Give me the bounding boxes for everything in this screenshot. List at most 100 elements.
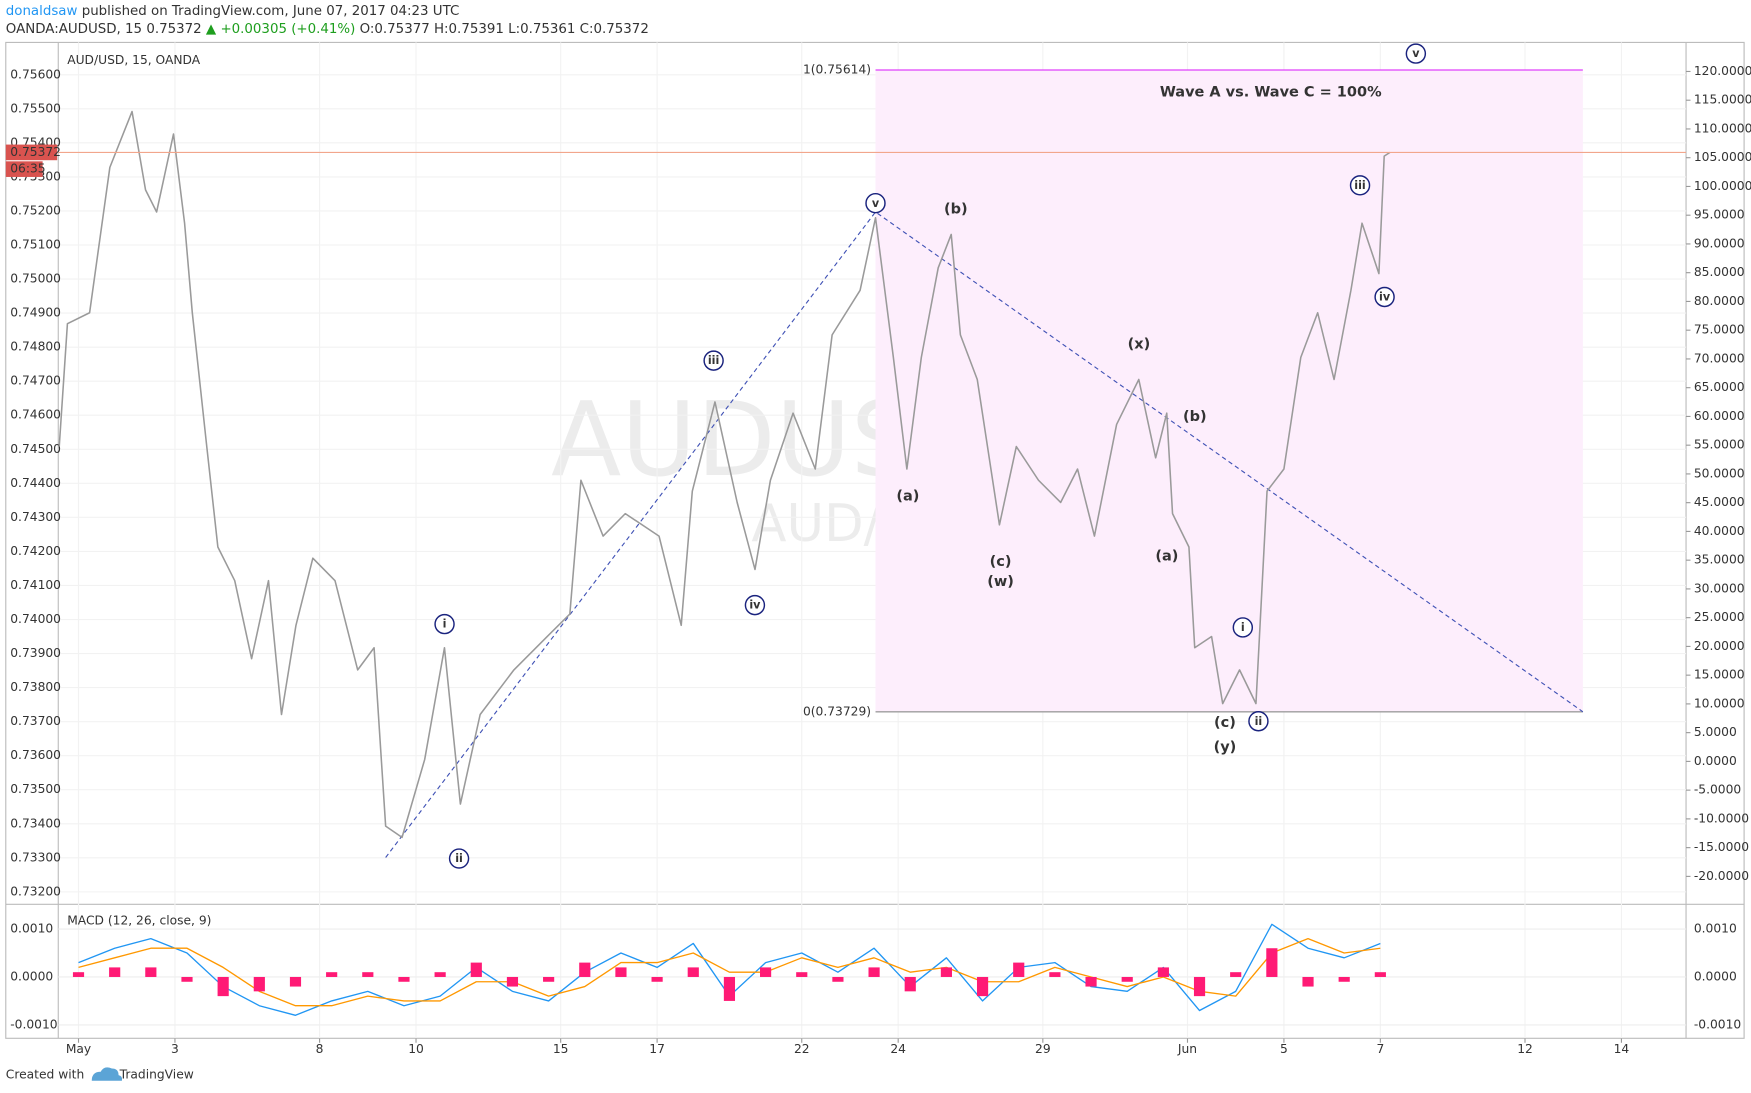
wave-label: i xyxy=(443,618,447,631)
ohlc: O:0.75377 xyxy=(360,22,430,37)
y2-tick-label: 95.0000 xyxy=(1694,208,1745,222)
author[interactable]: donaldsaw xyxy=(6,4,78,19)
wave-label: (x) xyxy=(1128,336,1151,352)
wave-label: iv xyxy=(1379,291,1391,304)
histogram-bar xyxy=(1193,976,1206,997)
y-tick-label: -0.0010 xyxy=(1694,1017,1741,1031)
y-tick-label: 0.74900 xyxy=(10,306,61,320)
wave-label: (c) xyxy=(1214,715,1236,731)
histogram-bar xyxy=(506,976,519,987)
y-tick-label: 0.0000 xyxy=(10,969,53,983)
histogram-bar xyxy=(398,976,410,982)
histogram-bar xyxy=(868,967,880,977)
countdown: 06:35 xyxy=(10,162,45,176)
wave-circle xyxy=(1405,43,1427,64)
histogram-bar xyxy=(1374,972,1386,977)
histogram-bar xyxy=(72,972,85,977)
histogram-bar xyxy=(940,967,952,977)
y-tick-label: 0.75600 xyxy=(10,67,61,81)
y-tick-label: 0.74000 xyxy=(10,612,61,626)
wave-label: (a) xyxy=(896,488,919,504)
last-price-box xyxy=(5,144,58,161)
histogram-bar xyxy=(976,976,989,997)
histogram-bar xyxy=(723,976,736,1001)
histogram-bar xyxy=(615,967,627,977)
y2-tick-label: -15.0000 xyxy=(1694,840,1749,854)
quote-line: OANDA:AUDUSD, 15 0.75372 ▲ +0.00305 (+0.… xyxy=(6,22,649,37)
countdown-box xyxy=(5,161,43,177)
histogram-bar xyxy=(543,976,555,982)
y2-tick-label: -10.0000 xyxy=(1694,811,1749,825)
ohlc: L:0.75361 xyxy=(508,22,575,37)
footer-created: Created with xyxy=(6,1068,84,1082)
change: ▲ +0.00305 (+0.41%) xyxy=(206,22,355,37)
y-tick-label: 0.74400 xyxy=(10,476,61,490)
y-tick-label: 0.73800 xyxy=(10,680,61,694)
wave-label: v xyxy=(1412,47,1420,60)
histogram-bar xyxy=(470,962,482,977)
published: published on TradingView.com, June 07, 2… xyxy=(82,4,460,19)
symbol: OANDA:AUDUSD, 15 xyxy=(6,22,142,37)
wave-label: ii xyxy=(455,852,463,865)
x-tick-label: 14 xyxy=(1614,1042,1630,1056)
histogram-bar xyxy=(434,972,446,977)
y2-tick-label: 105.0000 xyxy=(1694,150,1751,164)
last: 0.75372 xyxy=(146,22,201,37)
y-tick-label: 0.74800 xyxy=(10,340,61,354)
histogram-bar xyxy=(253,976,265,992)
y2-tick-label: 70.0000 xyxy=(1694,351,1745,365)
annotation: Wave A vs. Wave C = 100% xyxy=(1160,85,1382,101)
y2-tick-label: -20.0000 xyxy=(1694,869,1749,883)
histogram-bar xyxy=(217,976,229,997)
y-tick-label: 0.73400 xyxy=(10,816,61,830)
logo-icon xyxy=(91,1067,123,1081)
y2-tick-label: 120.0000 xyxy=(1694,64,1751,78)
y-tick-label: 0.75000 xyxy=(10,272,61,286)
y2-tick-label: 50.0000 xyxy=(1694,466,1745,480)
y-tick-label: 0.74200 xyxy=(10,544,61,558)
fib-label: 1(0.75614) xyxy=(803,63,871,77)
histogram-bar xyxy=(181,976,193,982)
x-tick-label: 15 xyxy=(553,1042,569,1056)
x-tick-label: 10 xyxy=(408,1042,424,1056)
wave-circle xyxy=(448,848,470,869)
x-tick-label: 3 xyxy=(171,1042,179,1056)
wave-circle xyxy=(1349,175,1371,196)
fib-label: 0(0.73729) xyxy=(803,704,871,718)
y-tick-label: 0.73200 xyxy=(10,884,61,898)
histogram-bar xyxy=(832,976,844,982)
y2-tick-label: 115.0000 xyxy=(1694,93,1751,107)
wave-label: iii xyxy=(1354,179,1365,192)
histogram-bar xyxy=(1013,962,1025,977)
y-tick-label: 0.73700 xyxy=(10,714,61,728)
y2-tick-label: 15.0000 xyxy=(1694,668,1745,682)
histogram-bar xyxy=(760,967,772,977)
y-tick-label: 0.74700 xyxy=(10,374,61,388)
y-tick-label: 0.74500 xyxy=(10,442,61,456)
histogram-bar xyxy=(1302,976,1314,987)
last-price-label: 0.75372 xyxy=(10,145,61,159)
y2-tick-label: 60.0000 xyxy=(1694,409,1745,423)
histogram-bar xyxy=(651,976,663,982)
x-tick-label: 24 xyxy=(890,1042,906,1056)
y2-tick-label: 20.0000 xyxy=(1694,639,1745,653)
wave-circle xyxy=(703,350,724,371)
y-tick-label: 0.0010 xyxy=(10,922,53,936)
x-tick-label: 7 xyxy=(1376,1042,1384,1056)
y-tick-label: -0.0010 xyxy=(10,1017,57,1031)
wave-label: ii xyxy=(1255,715,1263,728)
wave-label: (c) xyxy=(990,554,1012,570)
chart-title: AUD/USD, 15, OANDA xyxy=(67,53,201,67)
wave-label: (a) xyxy=(1155,549,1178,565)
footer-brand[interactable]: TradingView xyxy=(119,1068,194,1082)
y2-tick-label: 80.0000 xyxy=(1694,294,1745,308)
series-line xyxy=(58,110,1391,839)
y2-tick-label: 65.0000 xyxy=(1694,380,1745,394)
histogram-bar xyxy=(579,962,591,977)
y2-tick-label: 30.0000 xyxy=(1694,581,1745,595)
y-tick-label: 0.0010 xyxy=(1694,922,1737,936)
macd-title: MACD (12, 26, close, 9) xyxy=(67,914,211,928)
x-tick-label: 5 xyxy=(1280,1042,1288,1056)
wave-circle xyxy=(744,594,766,616)
